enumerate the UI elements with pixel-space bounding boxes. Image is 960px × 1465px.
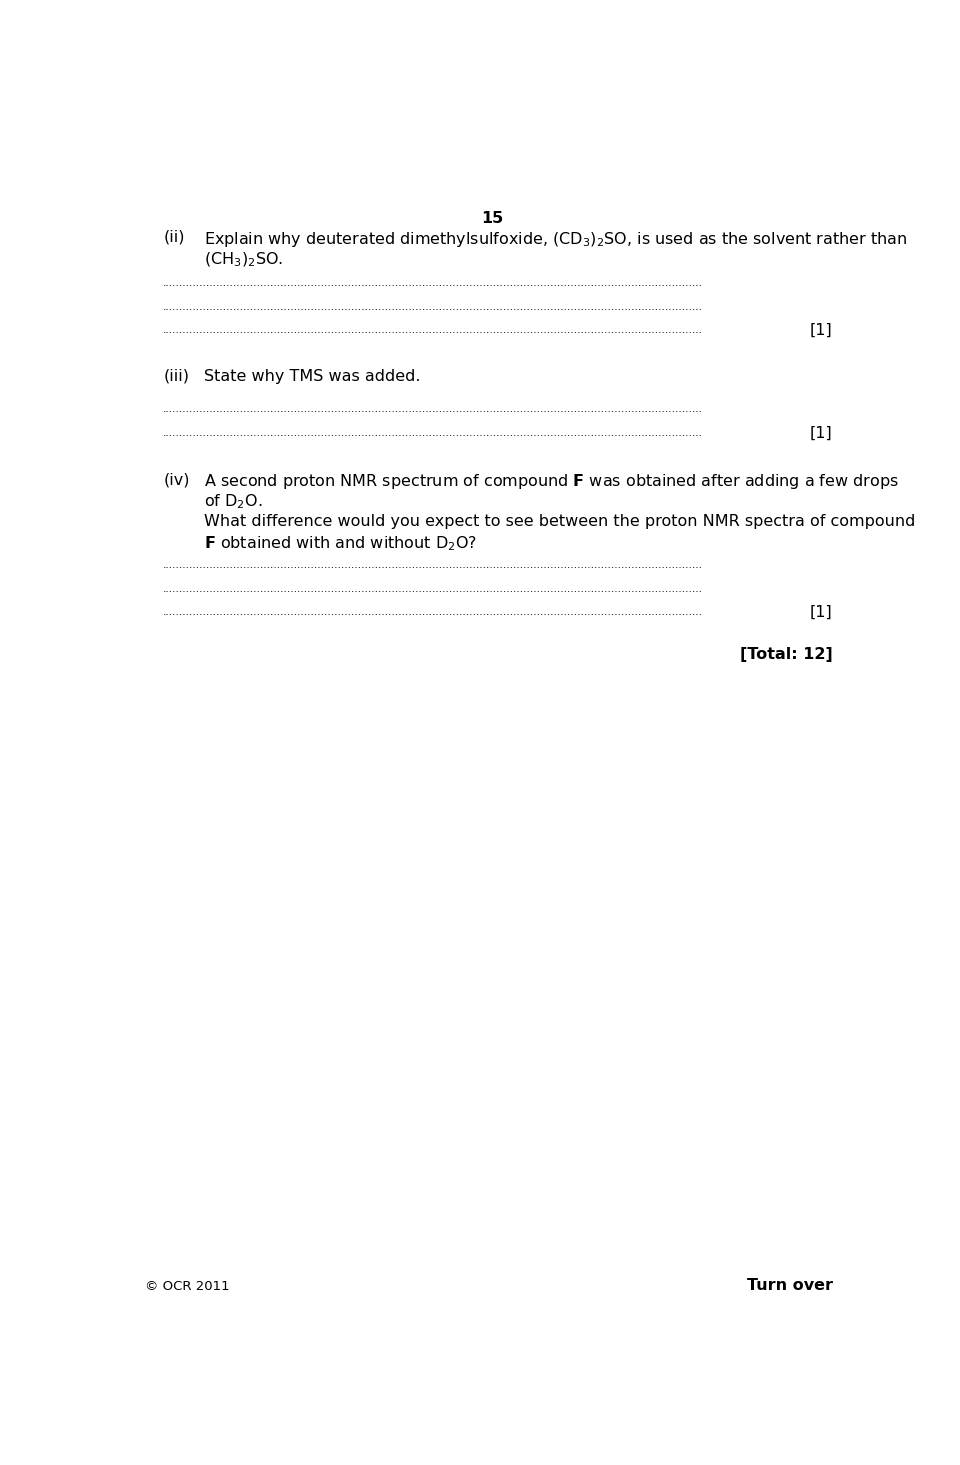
Text: (iii): (iii) bbox=[163, 369, 189, 384]
Text: ................................................................................: ........................................… bbox=[163, 302, 703, 312]
Text: © OCR 2011: © OCR 2011 bbox=[145, 1279, 229, 1292]
Text: ................................................................................: ........................................… bbox=[163, 404, 703, 415]
Text: ................................................................................: ........................................… bbox=[163, 278, 703, 289]
Text: $\mathbf{F}$ obtained with and without D$_2$O?: $\mathbf{F}$ obtained with and without D… bbox=[204, 535, 477, 554]
Text: (ii): (ii) bbox=[163, 230, 184, 245]
Text: State why TMS was added.: State why TMS was added. bbox=[204, 369, 420, 384]
Text: ................................................................................: ........................................… bbox=[163, 608, 703, 617]
Text: ................................................................................: ........................................… bbox=[163, 428, 703, 438]
Text: (iv): (iv) bbox=[163, 473, 190, 488]
Text: Turn over: Turn over bbox=[747, 1277, 832, 1292]
Text: (CH$_3$)$_2$SO.: (CH$_3$)$_2$SO. bbox=[204, 251, 283, 268]
Text: [1]: [1] bbox=[810, 322, 832, 338]
Text: ................................................................................: ........................................… bbox=[163, 560, 703, 570]
Text: [1]: [1] bbox=[810, 605, 832, 620]
Text: ................................................................................: ........................................… bbox=[163, 583, 703, 593]
Text: What difference would you expect to see between the proton NMR spectra of compou: What difference would you expect to see … bbox=[204, 514, 916, 529]
Text: A second proton NMR spectrum of compound $\mathbf{F}$ was obtained after adding : A second proton NMR spectrum of compound… bbox=[204, 473, 899, 491]
Text: Explain why deuterated dimethylsulfoxide, (CD$_3$)$_2$SO, is used as the solvent: Explain why deuterated dimethylsulfoxide… bbox=[204, 230, 907, 249]
Text: 15: 15 bbox=[481, 211, 503, 226]
Text: of D$_2$O.: of D$_2$O. bbox=[204, 492, 263, 511]
Text: ................................................................................: ........................................… bbox=[163, 325, 703, 335]
Text: [1]: [1] bbox=[810, 425, 832, 441]
Text: [Total: 12]: [Total: 12] bbox=[740, 648, 832, 662]
